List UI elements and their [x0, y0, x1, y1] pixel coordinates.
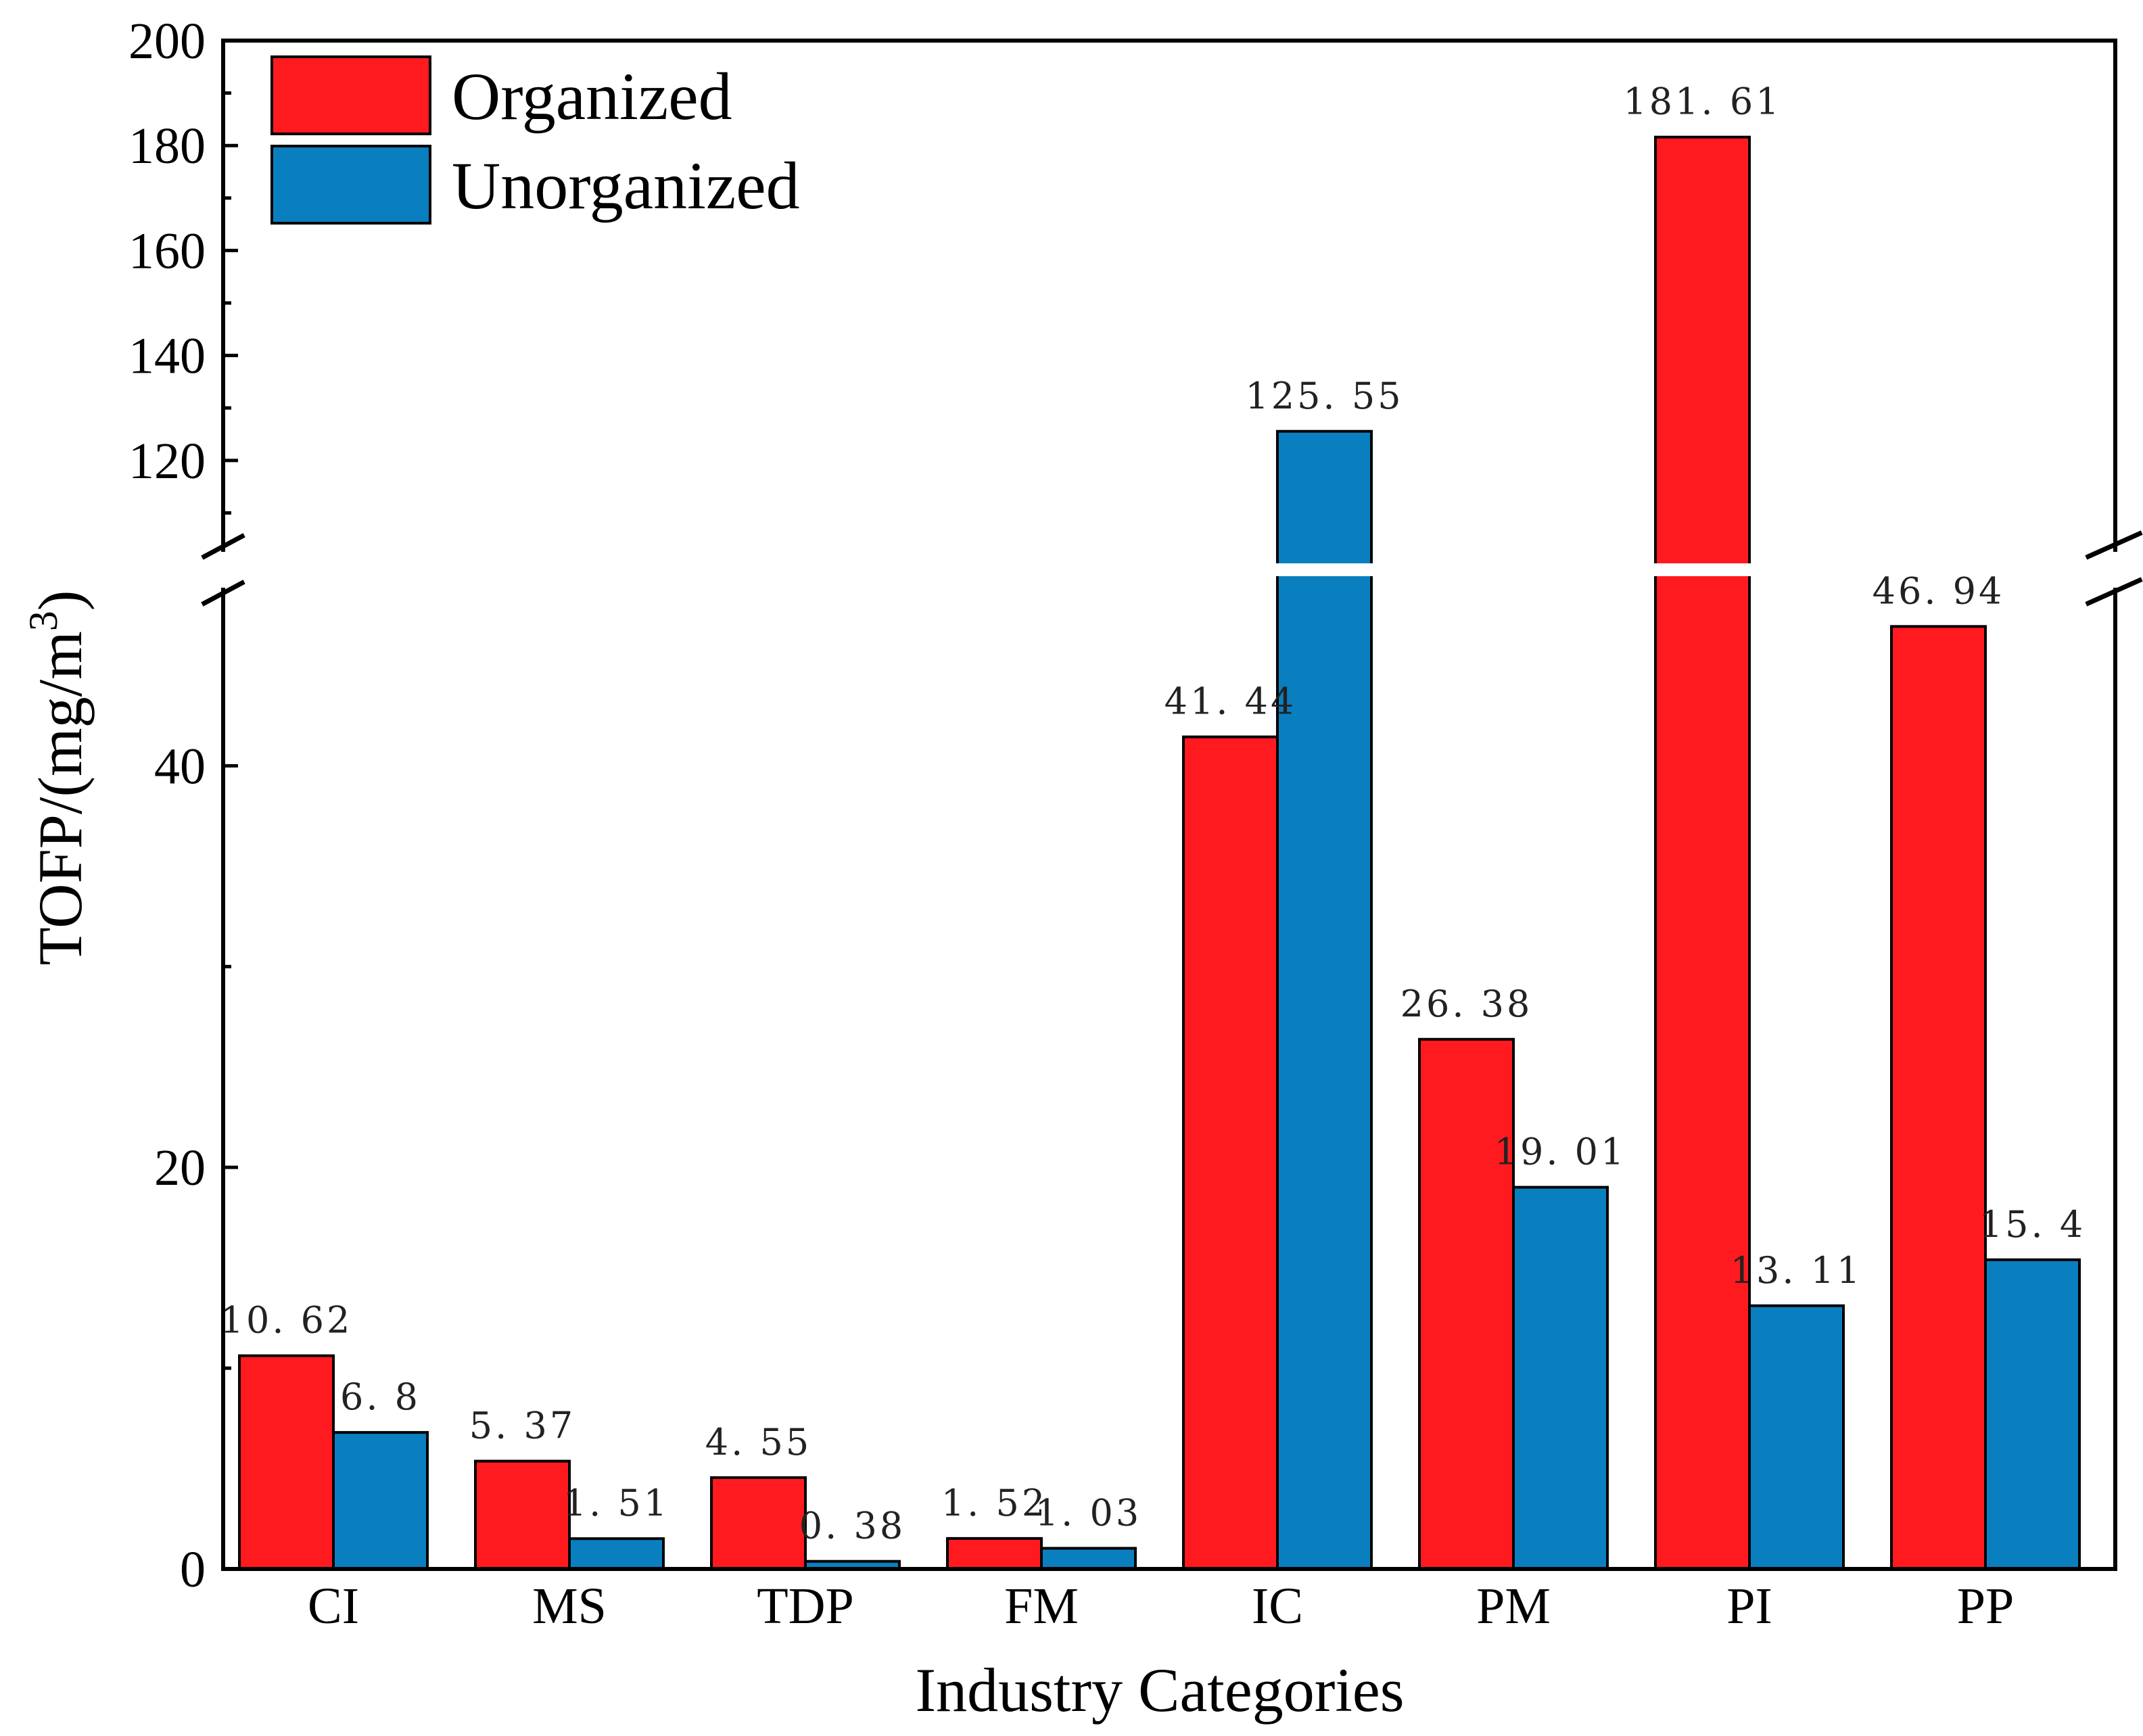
legend-swatch-organized: [270, 55, 431, 135]
value-label-organized-fm: 1. 52: [941, 1482, 1047, 1524]
x-axis-title: Industry Categories: [915, 1656, 1404, 1725]
bar-organized-pp: [1890, 625, 1987, 1570]
bar-organized-pi: [1654, 135, 1751, 1570]
x-tick-label-tdp: TDP: [757, 1578, 854, 1635]
y-axis-title: TOFP/(mg/m3): [21, 590, 95, 966]
y-tick-label-160: 160: [128, 222, 206, 279]
bar-organized-ic: [1182, 735, 1279, 1570]
bar-unorganized-ci: [332, 1431, 429, 1570]
legend-label-unorganized: Unorganized: [452, 148, 800, 223]
bar-unorganized-ms: [568, 1537, 665, 1570]
value-label-organized-pm: 26. 38: [1400, 983, 1533, 1025]
value-label-unorganized-fm: 1. 03: [1035, 1491, 1141, 1534]
axis-break-gaps: [1273, 563, 1753, 576]
y-axis-title-main: TOFP/(mg/m: [26, 631, 95, 965]
y-tick-label-140: 140: [128, 328, 206, 385]
value-labels: 10. 62 6. 8 5. 37 1. 51 4. 55 0. 38 1. 521. 03…: [220, 80, 2086, 1547]
y-tick-label-0: 0: [180, 1541, 206, 1598]
x-tick-label-fm: FM: [1004, 1578, 1079, 1635]
bar-organized-pm: [1418, 1037, 1515, 1570]
bar-break-gap-pi: [1651, 563, 1753, 576]
value-label-unorganized-pp: 15. 4: [1979, 1203, 2086, 1246]
value-label-unorganized-ic: 125. 55: [1245, 375, 1403, 417]
value-label-organized-ci: 10. 62: [220, 1299, 353, 1342]
bar-break-gap-ic: [1273, 563, 1375, 576]
x-tick-label-ms: MS: [532, 1578, 607, 1635]
plot-frame: [201, 39, 2143, 1571]
x-tick-label-pm: PM: [1476, 1578, 1551, 1635]
y-tick-label-40: 40: [154, 738, 206, 795]
value-label-organized-ic: 41. 44: [1164, 680, 1297, 723]
value-label-unorganized-ci: 6. 8: [340, 1376, 421, 1418]
bar-unorganized-ic: [1276, 429, 1373, 1570]
bar-unorganized-pi: [1748, 1304, 1845, 1570]
y-tick-label-20: 20: [154, 1140, 206, 1196]
value-label-organized-tdp: 4. 55: [705, 1421, 811, 1463]
axis-break-mark-right-top: [2085, 530, 2143, 560]
bar-unorganized-fm: [1040, 1547, 1137, 1570]
value-label-organized-ms: 5. 37: [469, 1405, 575, 1447]
bar-unorganized-pm: [1512, 1186, 1609, 1570]
bars-layer: [238, 135, 2081, 1571]
legend-swatch-unorganized: [270, 145, 431, 225]
legend: Organized Unorganized: [270, 55, 800, 225]
bar-organized-fm: [946, 1536, 1043, 1571]
value-label-unorganized-pi: 13. 11: [1730, 1249, 1863, 1292]
value-label-organized-pi: 181. 61: [1623, 80, 1781, 123]
y-axis-ticks: 0 20 40 120 140 160 180 200: [128, 13, 238, 1598]
y-tick-label-200: 200: [128, 13, 206, 70]
axis-break-mark-right-bottom: [2085, 577, 2143, 607]
y-axis-title-sup: 3: [21, 611, 66, 631]
x-tick-label-pp: PP: [1957, 1578, 2015, 1635]
axis-break-mark-left-top: [201, 533, 245, 560]
x-tick-label-pi: PI: [1726, 1578, 1772, 1635]
value-label-unorganized-tdp: 0. 38: [799, 1505, 905, 1547]
bar-organized-ci: [238, 1354, 335, 1571]
value-label-unorganized-ms: 1. 51: [563, 1482, 669, 1524]
bar-organized-ms: [474, 1459, 571, 1570]
legend-label-organized: Organized: [452, 59, 732, 134]
y-axis-title-close: ): [26, 590, 95, 611]
y-tick-label-120: 120: [128, 433, 206, 490]
value-label-unorganized-pm: 19. 01: [1494, 1131, 1627, 1173]
value-label-organized-pp: 46. 94: [1873, 569, 2005, 612]
axis-break-mark-left-bottom: [201, 580, 245, 607]
x-tick-label-ic: IC: [1252, 1578, 1303, 1635]
x-axis-categories: CI MS TDP FM IC PM PI PP: [308, 1578, 2014, 1635]
y-tick-label-180: 180: [128, 118, 206, 174]
bar-organized-tdp: [710, 1476, 807, 1571]
x-tick-label-ci: CI: [308, 1578, 359, 1635]
bar-unorganized-pp: [1984, 1258, 2081, 1571]
